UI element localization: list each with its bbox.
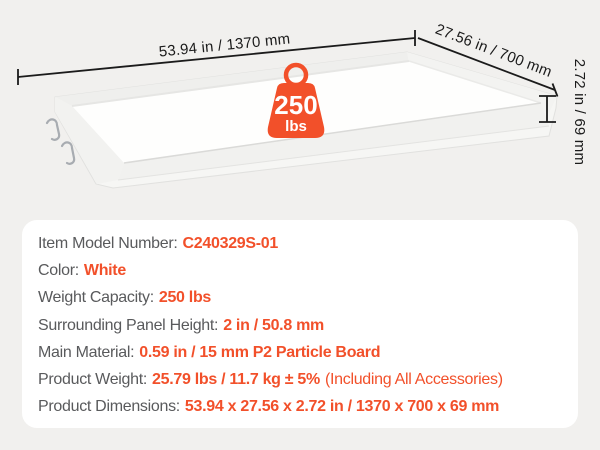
spec-value: 2 in / 50.8 mm (223, 316, 324, 334)
spec-value: C240329S-01 (182, 235, 279, 252)
spec-row-weight-capacity: Weight Capacity: 250 lbs (38, 284, 562, 311)
spec-value: White (83, 262, 126, 280)
spec-row-product-dimensions: Product Dimensions: 53.94 x 27.56 x 2.72 … (38, 393, 562, 420)
height-dimension-label: 2.72 in / 69 mm (571, 59, 588, 165)
badge-weight-value: 250 (274, 90, 317, 120)
tray-left-wall (55, 97, 124, 184)
spec-label: Weight Capacity: (38, 289, 154, 307)
depth-tick-right (551, 83, 559, 97)
tray-front-edge (123, 102, 542, 164)
depth-dimension-line (417, 37, 556, 91)
spec-label: Product Weight: (38, 371, 148, 389)
weight-kettlebell-icon (267, 83, 325, 138)
spec-value: 0.59 in / 15 mm P2 Particle Board (139, 343, 381, 361)
hook-icon (45, 118, 61, 141)
spec-row-main-material: Main Material: 0.59 in / 15 mm P2 Particl… (38, 339, 562, 366)
dimension-height: 2.72 in / 69 mm (539, 59, 588, 165)
tray-back-inner-edge (71, 60, 410, 107)
spec-card: Item Model Number: C240329S-01 Color: Whit… (22, 220, 578, 428)
spec-note: (Including All Accessories) (324, 371, 503, 389)
spec-row-model-number: Item Model Number: C240329S-01 (38, 230, 562, 257)
spec-value: 250 lbs (158, 289, 212, 307)
spec-label: Color: (38, 262, 79, 280)
hook-icon (60, 141, 76, 165)
spec-label: Product Dimensions: (38, 398, 180, 416)
spec-label: Surrounding Panel Height: (38, 316, 219, 334)
product-diagram: 53.94 in / 1370 mm 27.56 in / 700 mm 2.7… (0, 0, 600, 222)
spec-label: Main Material: (38, 343, 135, 361)
length-dimension-line (17, 37, 416, 78)
spec-value: 53.94 x 27.56 x 2.72 in / 1370 x 700 x 6… (184, 398, 500, 416)
spec-row-color: Color: White (38, 257, 562, 284)
weight-capacity-badge: 250 lbs (267, 62, 325, 138)
spec-row-product-weight: Product Weight: 25.79 lbs / 11.7 kg ± 5%(… (38, 366, 562, 393)
tray-bottom-edge (117, 125, 550, 181)
spec-value: 25.79 lbs / 11.7 kg ± 5% (152, 371, 320, 389)
tray-front-face (118, 103, 549, 180)
badge-weight-unit: lbs (285, 118, 307, 135)
tray-back-rim (55, 52, 409, 106)
tray-right-inner-edge (408, 60, 542, 104)
product-diagram-svg: 53.94 in / 1370 mm 27.56 in / 700 mm 2.7… (17, 21, 588, 189)
spec-row-panel-height: Surrounding Panel Height: 2 in / 50.8 mm (38, 312, 562, 339)
spec-label: Item Model Number: (38, 235, 178, 252)
